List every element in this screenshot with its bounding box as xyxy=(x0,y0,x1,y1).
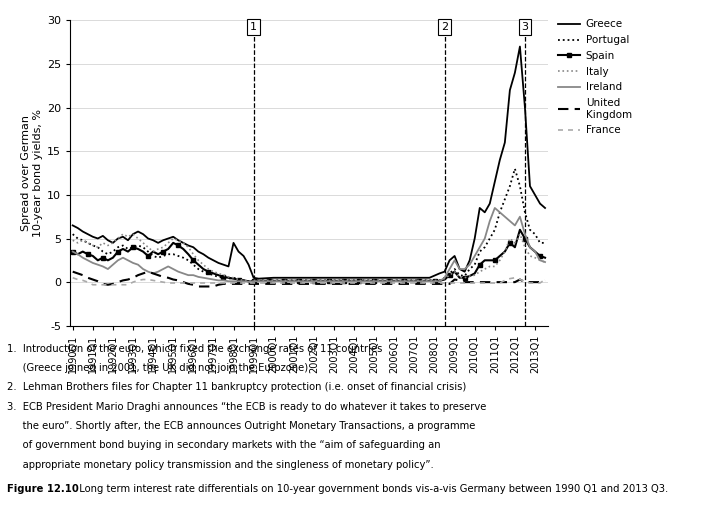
Text: of government bond buying in secondary markets with the “aim of safeguarding an: of government bond buying in secondary m… xyxy=(7,440,441,450)
Text: 2.  Lehman Brothers files for Chapter 11 bankruptcy protection (i.e. onset of fi: 2. Lehman Brothers files for Chapter 11 … xyxy=(7,382,466,392)
Text: Long term interest rate differentials on 10-year government bonds vis-a-vis Germ: Long term interest rate differentials on… xyxy=(73,484,668,494)
Text: the euro”. Shortly after, the ECB announces Outright Monetary Transactions, a pr: the euro”. Shortly after, the ECB announ… xyxy=(7,421,475,431)
Text: Figure 12.10: Figure 12.10 xyxy=(7,484,79,494)
Text: appropriate monetary policy transmission and the singleness of monetary policy”.: appropriate monetary policy transmission… xyxy=(7,460,434,470)
Text: (Greece joined in 2001, the UK did not join the Eurozone): (Greece joined in 2001, the UK did not j… xyxy=(7,363,308,373)
Legend: Greece, Portugal, Spain, Italy, Ireland, United
Kingdom, France: Greece, Portugal, Spain, Italy, Ireland,… xyxy=(557,19,632,135)
Text: 3: 3 xyxy=(522,22,529,32)
Text: 1.  Introduction of the euro, which fixed the exchange rates of 11 countries: 1. Introduction of the euro, which fixed… xyxy=(7,344,383,354)
Text: 3.  ECB President Mario Draghi announces “the ECB is ready to do whatever it tak: 3. ECB President Mario Draghi announces … xyxy=(7,402,486,412)
Text: 2: 2 xyxy=(441,22,448,32)
Text: 1: 1 xyxy=(250,22,257,32)
Y-axis label: Spread over German
10-year bond yields, %: Spread over German 10-year bond yields, … xyxy=(21,109,43,237)
